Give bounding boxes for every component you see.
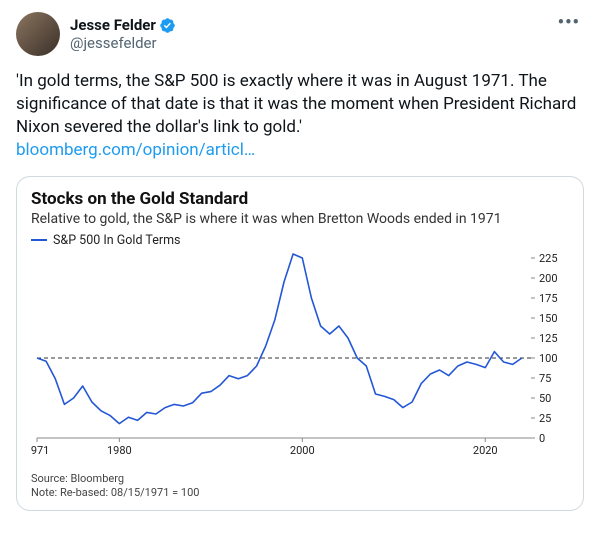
- svg-text:200: 200: [539, 272, 558, 285]
- legend-line-icon: [31, 239, 47, 241]
- chart-card: Stocks on the Gold Standard Relative to …: [16, 176, 584, 512]
- svg-text:0: 0: [539, 432, 545, 445]
- svg-text:225: 225: [539, 252, 558, 265]
- svg-text:125: 125: [539, 332, 558, 345]
- svg-text:150: 150: [539, 312, 558, 325]
- avatar[interactable]: [16, 12, 60, 56]
- svg-text:50: 50: [539, 392, 551, 405]
- chart-title: Stocks on the Gold Standard: [31, 189, 569, 209]
- legend-label: S&P 500 In Gold Terms: [53, 233, 180, 248]
- verified-badge-icon: [159, 17, 176, 34]
- chart-plot: 0 25 50 75 100 125 150 175 200 225 1971 1980 2000 202…: [31, 252, 569, 466]
- header-left: Jesse Felder @jessefelder: [16, 12, 176, 56]
- chart-legend: S&P 500 In Gold Terms: [31, 233, 569, 248]
- svg-text:1980: 1980: [107, 444, 132, 457]
- chart-svg: 0 25 50 75 100 125 150 175 200 225 1971 1980 2000 202…: [31, 252, 567, 462]
- more-icon[interactable]: •••: [558, 12, 584, 33]
- svg-text:100: 100: [539, 352, 558, 365]
- display-name: Jesse Felder: [70, 16, 156, 34]
- chart-subtitle: Relative to gold, the S&P is where it wa…: [31, 211, 569, 227]
- tweet-text: 'In gold terms, the S&P 500 is exactly w…: [16, 70, 584, 162]
- source-text: Source: Bloomberg: [31, 472, 569, 486]
- chart-footer: Source: Bloomberg Note: Re-based: 08/15/…: [31, 472, 569, 501]
- name-block: Jesse Felder @jessefelder: [70, 16, 176, 52]
- note-text: Note: Re-based: 08/15/1971 = 100: [31, 486, 569, 500]
- handle[interactable]: @jessefelder: [70, 34, 176, 52]
- svg-text:2020: 2020: [473, 444, 498, 457]
- tweet-link[interactable]: bloomberg.com/opinion/articl…: [16, 140, 255, 160]
- svg-text:1971: 1971: [31, 444, 49, 457]
- name-row[interactable]: Jesse Felder: [70, 16, 176, 34]
- svg-text:2000: 2000: [290, 444, 315, 457]
- tweet-header: Jesse Felder @jessefelder •••: [16, 12, 584, 56]
- svg-text:175: 175: [539, 292, 558, 305]
- svg-text:25: 25: [539, 412, 551, 425]
- svg-text:75: 75: [539, 372, 551, 385]
- tweet-body: 'In gold terms, the S&P 500 is exactly w…: [16, 71, 576, 137]
